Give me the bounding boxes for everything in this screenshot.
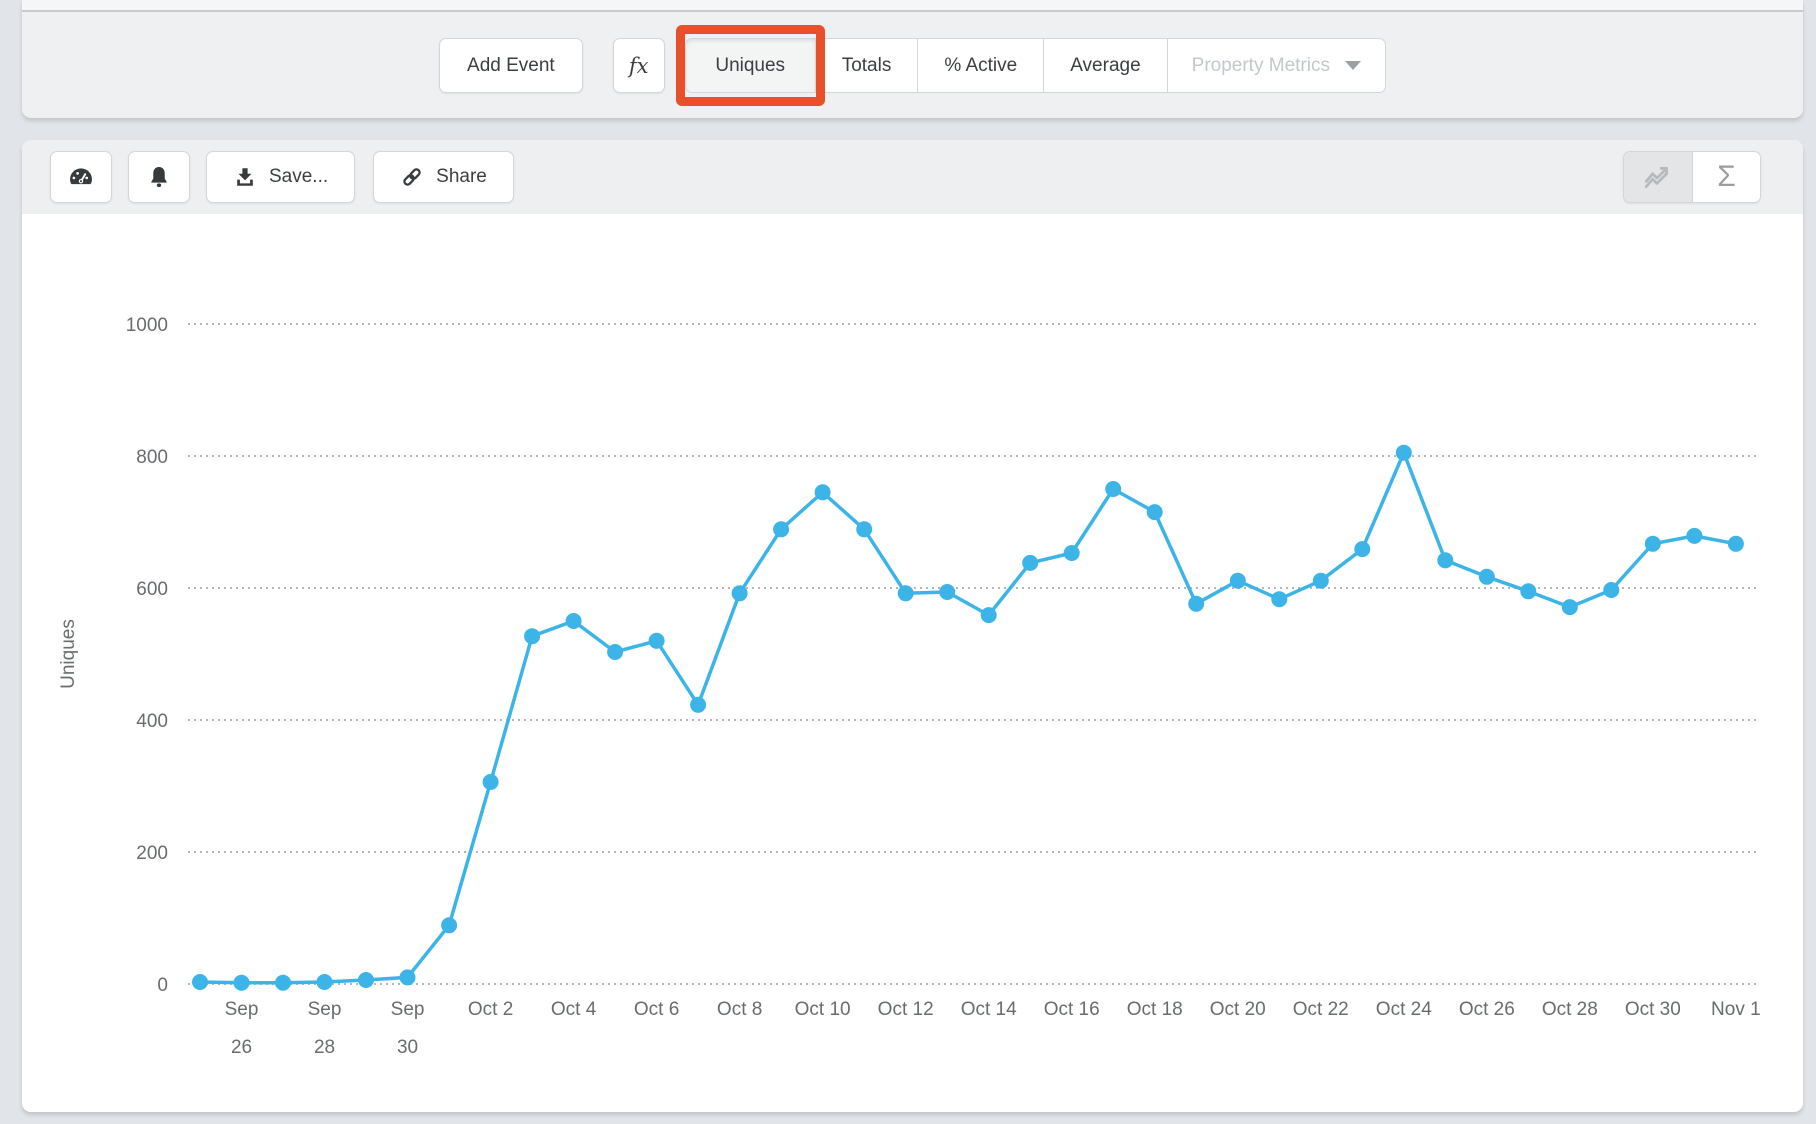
property-metrics-dropdown[interactable]: Property Metrics: [1167, 38, 1386, 93]
svg-text:Oct 16: Oct 16: [1044, 999, 1100, 1020]
property-metrics-label: Property Metrics: [1191, 54, 1330, 76]
svg-text:Oct 24: Oct 24: [1376, 999, 1432, 1020]
tab-percent-active[interactable]: % Active: [918, 38, 1045, 93]
chevron-down-icon: [1344, 61, 1361, 70]
svg-text:1000: 1000: [126, 315, 168, 336]
tab-average[interactable]: Average: [1044, 38, 1168, 93]
svg-text:Oct 8: Oct 8: [717, 999, 762, 1020]
top-strip: [22, 0, 1803, 12]
svg-text:800: 800: [136, 447, 168, 468]
uniques-line-chart: 0 200 400 600 800 1000 Uniques Sep 26 Sep 28 Sep 30 O…: [58, 315, 1761, 1058]
svg-text:Uniques: Uniques: [58, 619, 79, 689]
svg-text:600: 600: [136, 579, 168, 600]
metrics-toolbar: Add Event fx Uniques Totals % Active Ave…: [22, 25, 1803, 106]
svg-text:Oct 30: Oct 30: [1625, 999, 1681, 1020]
svg-text:Oct 22: Oct 22: [1293, 999, 1349, 1020]
chart-toolbar: Save... Share Σ: [22, 140, 1803, 214]
share-label: Share: [436, 166, 487, 187]
svg-text:200: 200: [136, 843, 168, 864]
share-button[interactable]: Share: [373, 151, 514, 203]
svg-text:Oct 14: Oct 14: [961, 999, 1017, 1020]
tab-uniques[interactable]: Uniques: [684, 38, 816, 93]
link-icon: [403, 168, 421, 186]
svg-text:400: 400: [136, 711, 168, 732]
svg-text:Oct 12: Oct 12: [878, 999, 934, 1020]
bell-icon: [151, 167, 167, 188]
svg-text:0: 0: [157, 975, 168, 996]
metric-type-segmented-control: Uniques Totals % Active Average Property…: [675, 25, 1386, 106]
gauge-icon: [70, 168, 92, 185]
add-event-button[interactable]: Add Event: [439, 38, 583, 93]
formula-fx-button[interactable]: fx: [612, 38, 665, 93]
tab-totals[interactable]: Totals: [815, 38, 919, 93]
sigma-view-button[interactable]: Σ: [1692, 152, 1760, 202]
line-chart-view-button[interactable]: [1624, 152, 1692, 202]
svg-text:Oct 26: Oct 26: [1459, 999, 1515, 1020]
sigma-icon: Σ: [1717, 160, 1736, 193]
metrics-toolbar-panel: Add Event fx Uniques Totals % Active Ave…: [22, 0, 1803, 118]
save-button[interactable]: Save...: [206, 151, 356, 203]
svg-text:Oct 6: Oct 6: [634, 999, 679, 1020]
chart-view-toggle: Σ: [1623, 151, 1761, 203]
svg-text:Oct 18: Oct 18: [1127, 999, 1183, 1020]
svg-text:Oct 2: Oct 2: [468, 999, 513, 1020]
svg-text:Oct 20: Oct 20: [1210, 999, 1266, 1020]
save-label: Save...: [269, 166, 329, 187]
svg-text:Oct 10: Oct 10: [795, 999, 851, 1020]
svg-text:Nov 1: Nov 1: [1711, 999, 1761, 1020]
svg-text:Oct 4: Oct 4: [551, 999, 597, 1020]
dashboard-gauge-button[interactable]: [50, 151, 112, 203]
line-chart-icon: [1644, 167, 1668, 189]
svg-text:Oct 28: Oct 28: [1542, 999, 1598, 1020]
download-icon: [237, 168, 253, 186]
chart-panel: Save... Share Σ: [22, 140, 1803, 1112]
alerts-bell-button[interactable]: [128, 151, 190, 203]
